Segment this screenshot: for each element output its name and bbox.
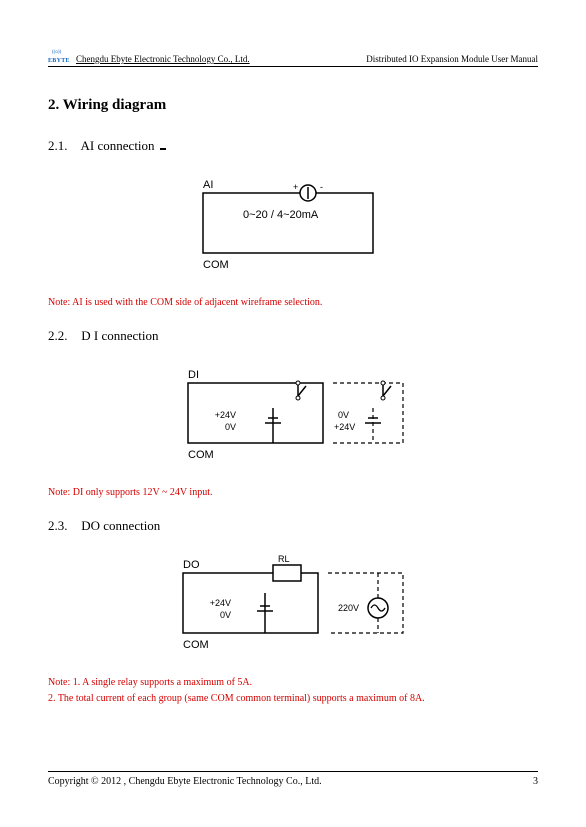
- note-do-1: Note: 1. A single relay supports a maxim…: [48, 676, 538, 690]
- header-left: ((o)) EBYTE Chengdu Ebyte Electronic Tec…: [48, 50, 250, 64]
- com-label: COM: [183, 639, 209, 651]
- current-range-label: 0~20 / 4~20mA: [243, 209, 319, 221]
- logo-antenna-icon: ((o)): [52, 50, 61, 55]
- header-company: Chengdu Ebyte Electronic Technology Co.,…: [76, 54, 250, 64]
- sub-title: D I connection: [81, 328, 158, 343]
- header: ((o)) EBYTE Chengdu Ebyte Electronic Tec…: [48, 50, 538, 67]
- plus24v-label: +24V: [210, 598, 231, 608]
- plus-label: +: [293, 182, 298, 192]
- logo: ((o)) EBYTE: [48, 50, 72, 64]
- do-label: DO: [183, 559, 200, 571]
- plus24v-label-right: +24V: [334, 422, 355, 432]
- zero-v-label: 0V: [220, 610, 231, 620]
- com-label: COM: [188, 449, 214, 461]
- rl-label: RL: [278, 554, 290, 564]
- footer: Copyright © 2012 , Chengdu Ebyte Electro…: [48, 771, 538, 787]
- ai-label: AI: [203, 179, 213, 191]
- com-label: COM: [203, 259, 229, 271]
- diagram-di: DI COM +24V 0V: [48, 358, 538, 478]
- footer-copyright: Copyright © 2012 , Chengdu Ebyte Electro…: [48, 776, 322, 787]
- diagram-do: DO COM RL +24V 0V 220V: [48, 548, 538, 668]
- logo-text: EBYTE: [48, 58, 70, 64]
- note-do-2: 2. The total current of each group (same…: [48, 692, 538, 706]
- note-di: Note: DI only supports 12V ~ 24V input.: [48, 486, 538, 500]
- content: 2. Wiring diagram 2.1. AI connection + -…: [48, 67, 538, 706]
- sub-title: DO connection: [81, 518, 160, 533]
- sub-heading-ai: 2.1. AI connection: [48, 138, 538, 154]
- text-cursor-icon: [160, 148, 166, 150]
- sub-heading-do: 2.3. DO connection: [48, 518, 538, 534]
- main-heading: 2. Wiring diagram: [48, 97, 538, 114]
- sub-num: 2.3.: [48, 518, 78, 534]
- diagram-ai: + - AI COM 0~20 / 4~20mA: [48, 168, 538, 288]
- minus-label: -: [320, 182, 323, 192]
- note-ai: Note: AI is used with the COM side of ad…: [48, 296, 538, 310]
- sub-num: 2.2.: [48, 328, 78, 344]
- page: ((o)) EBYTE Chengdu Ebyte Electronic Tec…: [0, 0, 586, 827]
- sub-num: 2.1.: [48, 138, 78, 154]
- plus24v-label: +24V: [215, 410, 236, 420]
- v220-label: 220V: [338, 603, 359, 613]
- zero-v-label: 0V: [225, 422, 236, 432]
- sub-heading-di: 2.2. D I connection: [48, 328, 538, 344]
- di-label: DI: [188, 369, 199, 381]
- header-doc-title: Distributed IO Expansion Module User Man…: [366, 54, 538, 64]
- ov-label-right: 0V: [338, 410, 349, 420]
- footer-page-number: 3: [533, 776, 538, 787]
- sub-title: AI connection: [81, 138, 155, 153]
